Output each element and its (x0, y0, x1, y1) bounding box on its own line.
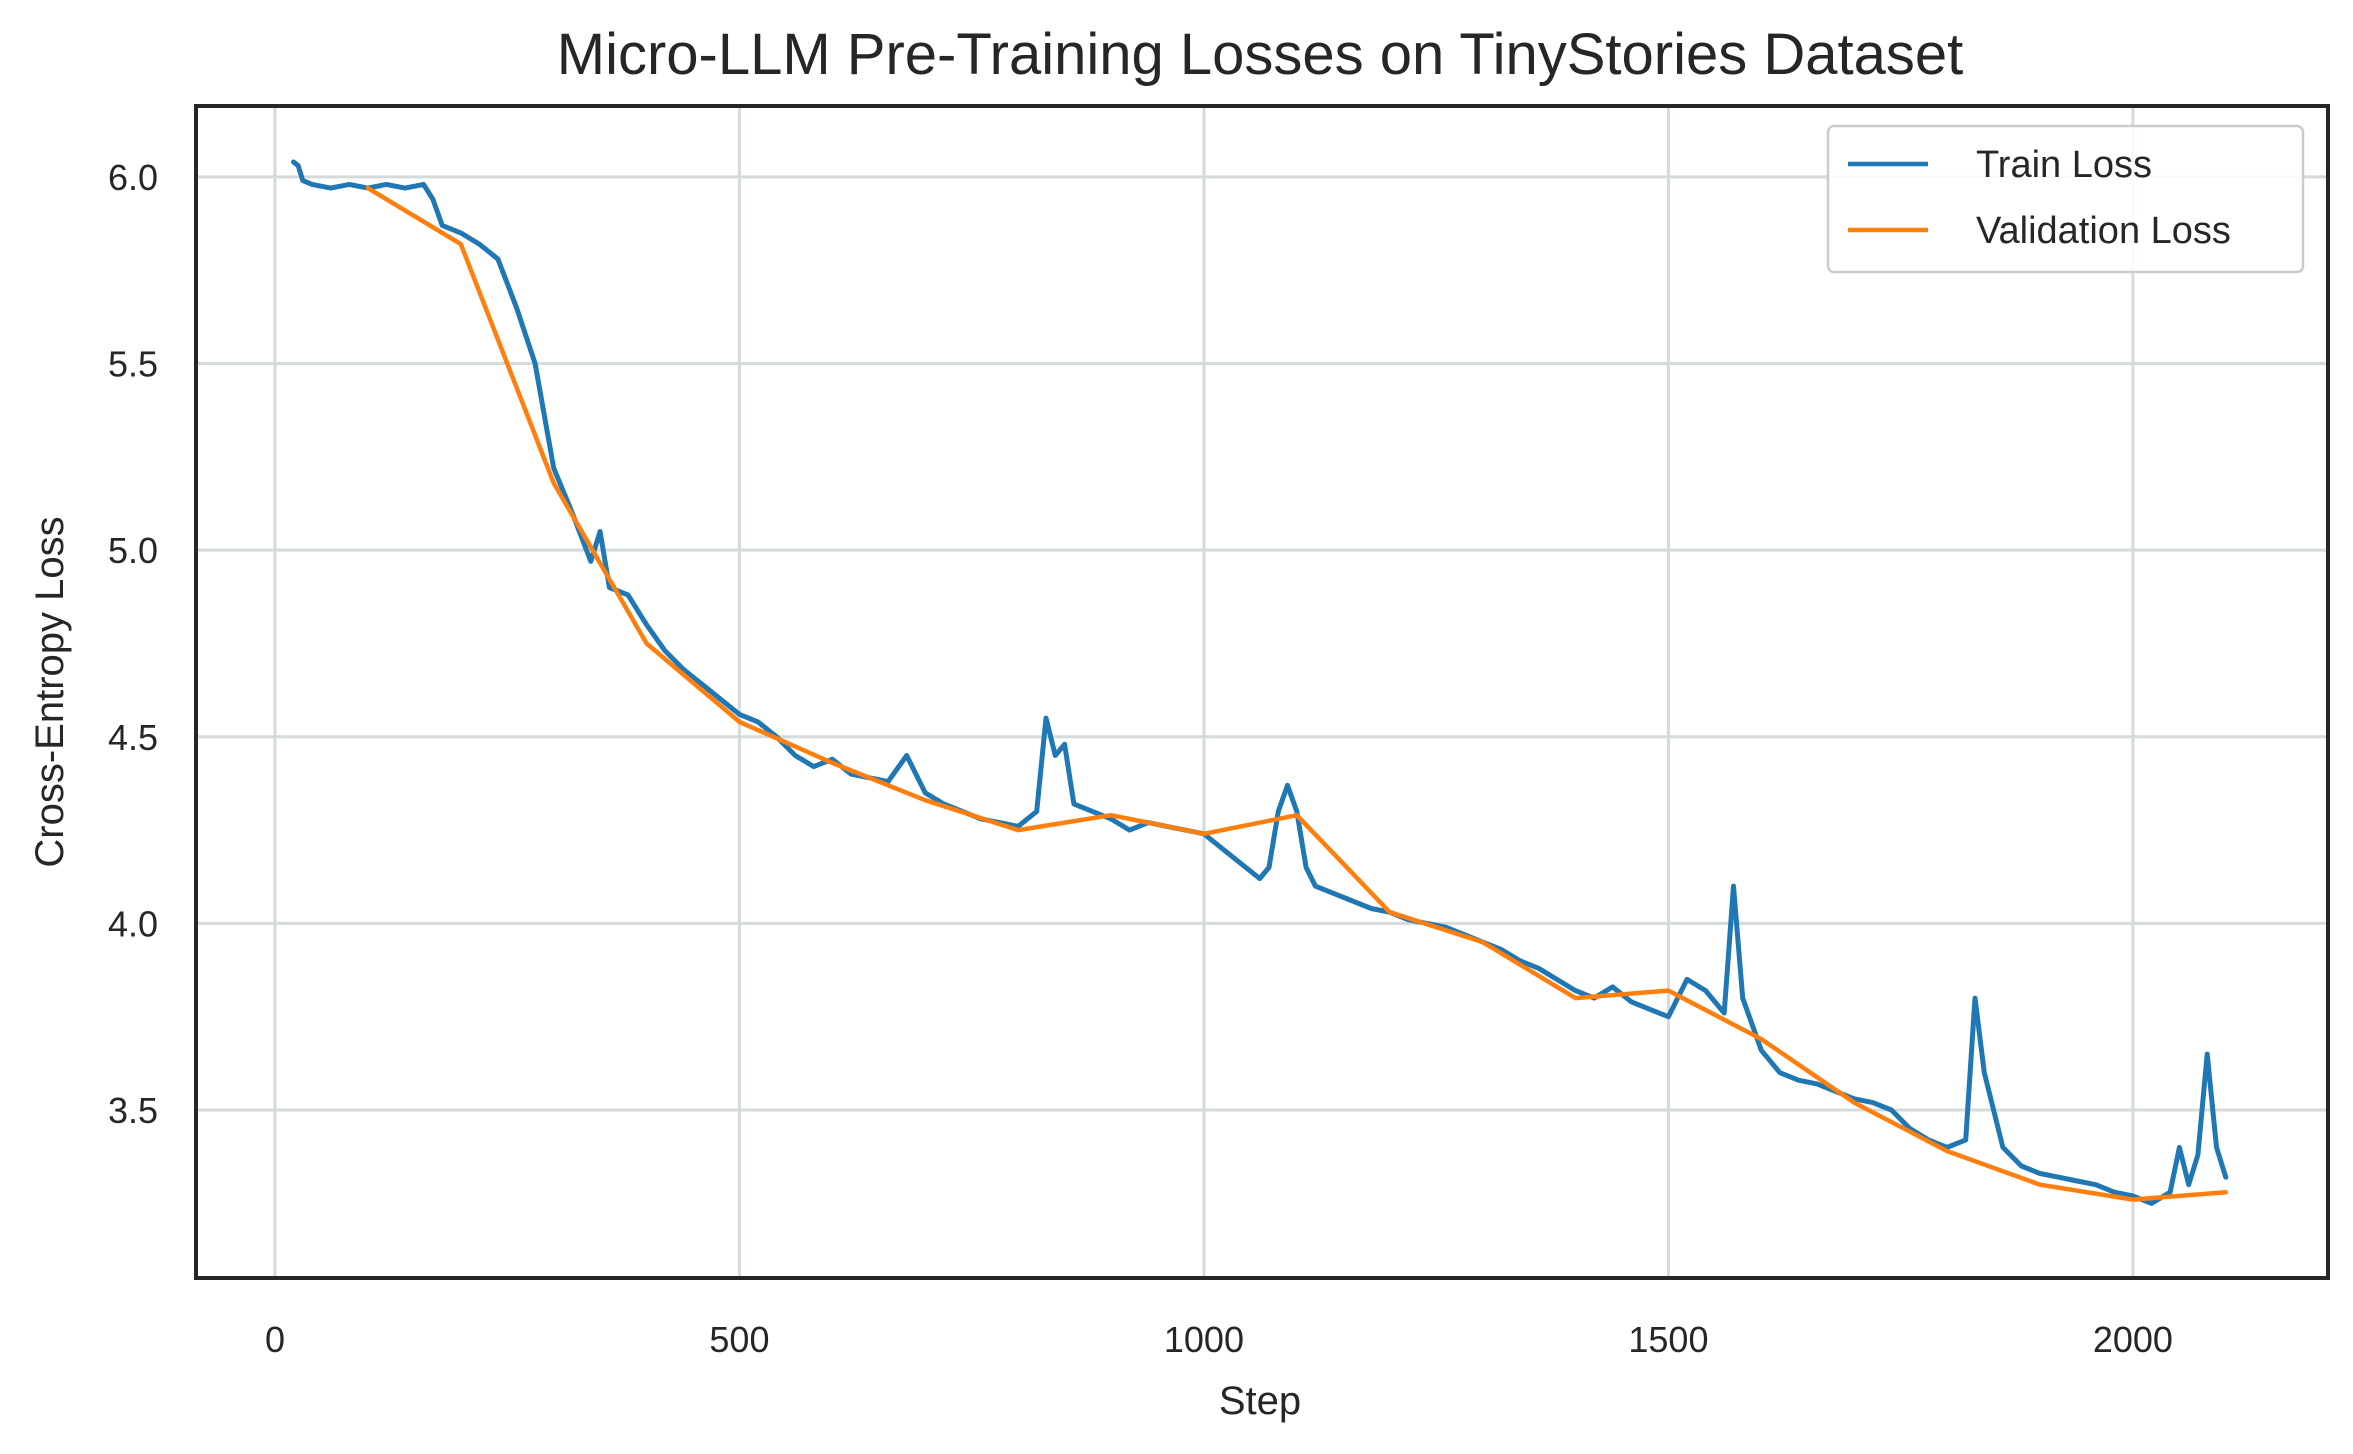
legend: Train Loss Validation Loss (1826, 124, 2305, 274)
validation-loss-line (365, 185, 2229, 1202)
y-ticks: 3.5 4.0 4.5 5.0 5.5 6.0 (108, 157, 158, 1131)
x-tick-label: 1500 (1628, 1319, 1708, 1360)
x-tick-label: 2000 (2093, 1319, 2173, 1360)
x-ticks: 0 500 1000 1500 2000 (265, 1319, 2173, 1360)
y-tick-label: 6.0 (108, 157, 158, 198)
y-tick-label: 5.5 (108, 344, 158, 385)
x-axis-label: Step (1219, 1379, 1301, 1423)
legend-train-label: Train Loss (1976, 144, 2152, 186)
y-axis-label: Cross-Entropy Loss (28, 516, 72, 867)
legend-box (1826, 124, 2305, 274)
y-tick-label: 5.0 (108, 530, 158, 571)
y-tick-label: 3.5 (108, 1090, 158, 1131)
train-loss-line (291, 159, 2229, 1206)
x-tick-label: 1000 (1164, 1319, 1244, 1360)
chart-title: Micro-LLM Pre-Training Losses on TinySto… (557, 22, 1964, 87)
x-tick-label: 500 (709, 1319, 769, 1360)
x-tick-label: 0 (265, 1319, 285, 1360)
y-tick-label: 4.0 (108, 903, 158, 944)
series-lines (291, 159, 2229, 1206)
legend-validation-label: Validation Loss (1976, 210, 2231, 252)
grid (196, 106, 2328, 1278)
y-tick-label: 4.5 (108, 717, 158, 758)
plot-frame (194, 104, 2330, 1280)
